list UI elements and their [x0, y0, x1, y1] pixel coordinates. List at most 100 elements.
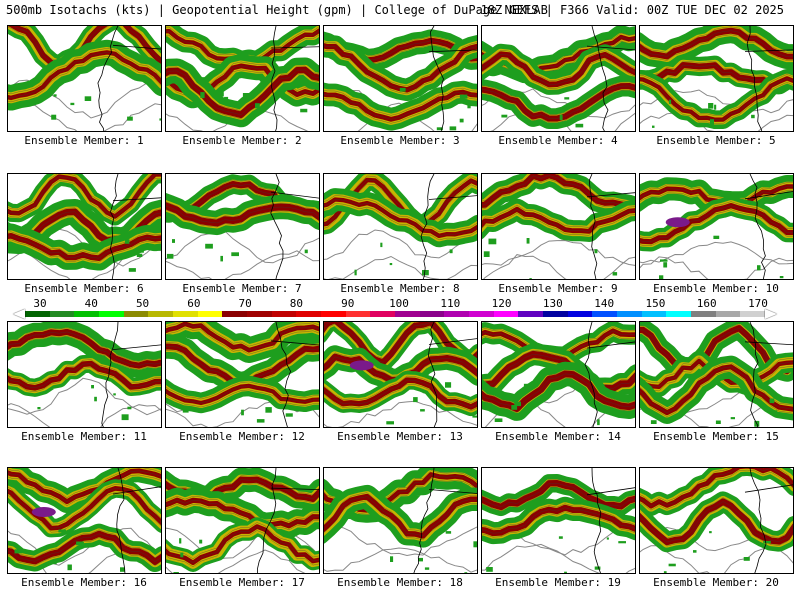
- isotach-speck: [182, 409, 189, 413]
- streamline: [324, 199, 477, 237]
- streamline: [640, 201, 793, 238]
- streamline: [482, 57, 635, 89]
- isotach-map: [166, 174, 319, 279]
- coastline: [270, 174, 284, 279]
- header-title: 500mb Isotachs (kts) | Geopotential Heig…: [6, 3, 548, 17]
- isotach-speck: [757, 265, 761, 271]
- coastline: [749, 322, 759, 427]
- ensemble-panel: [323, 321, 478, 428]
- isotach-map: [8, 468, 161, 573]
- colorbar-swatch: [518, 311, 544, 317]
- streamline: [324, 203, 477, 241]
- colorbar-tick-label: 50: [135, 297, 150, 310]
- isotach-speck: [389, 263, 393, 266]
- streamline: [482, 511, 635, 538]
- streamline: [324, 41, 477, 87]
- colorbar-tick-label: 100: [389, 297, 409, 310]
- streamline: [324, 383, 477, 412]
- height-contour: [166, 230, 319, 264]
- streamline: [166, 499, 319, 527]
- colorbar-swatch: [345, 311, 371, 317]
- country-border: [270, 340, 319, 346]
- panel-label: Ensemble Member: 18: [337, 576, 463, 589]
- streamline: [166, 322, 319, 347]
- country-border: [112, 197, 161, 202]
- colorbar-tick-label: 170: [748, 297, 768, 310]
- height-contour: [324, 229, 477, 260]
- panel-label: Ensemble Member: 6: [24, 282, 144, 295]
- isotach-map: [482, 468, 635, 573]
- streamline: [8, 335, 161, 370]
- height-contour: [324, 400, 477, 427]
- isotach-speck: [523, 383, 529, 388]
- colorbar-swatch: [25, 311, 51, 317]
- height-contour: [482, 239, 635, 266]
- isotach-speck: [418, 557, 423, 562]
- isotach-speck: [472, 415, 477, 418]
- isotach-map: [640, 26, 793, 131]
- streamline: [640, 74, 793, 116]
- isotach-speck: [220, 255, 223, 262]
- colorbar-swatch: [296, 311, 322, 317]
- isotach-map: [482, 322, 635, 427]
- colorbar-tick-label: 30: [33, 297, 47, 310]
- height-contour: [324, 547, 477, 573]
- isotach-speck: [751, 114, 755, 119]
- isotach-speck: [713, 235, 720, 239]
- panel-label: Ensemble Member: 12: [179, 430, 305, 443]
- streamline: [8, 56, 161, 103]
- colorbar-tick-label: 140: [594, 297, 615, 310]
- country-border: [270, 487, 319, 491]
- isotach-speck: [390, 556, 394, 562]
- panel-label: Ensemble Member: 17: [179, 576, 305, 589]
- isotach-speck: [668, 99, 672, 105]
- ensemble-panel: [165, 321, 320, 428]
- coastline: [591, 468, 602, 573]
- isotach-speck: [127, 116, 133, 121]
- isotach-speck: [449, 249, 453, 254]
- isotach-speck: [422, 270, 429, 276]
- isotach-speck: [459, 94, 468, 99]
- colorbar-tick-label: 120: [491, 297, 512, 310]
- isotach-speck: [612, 272, 618, 276]
- isotach-map: [324, 26, 477, 131]
- isotach-map: [640, 174, 793, 279]
- ensemble-panel: [639, 173, 794, 280]
- isotach-speck: [660, 259, 668, 262]
- ensemble-panel: [639, 25, 794, 132]
- isotach-speck: [424, 567, 430, 570]
- colorbar-swatch: [321, 311, 347, 317]
- isotach-speck: [380, 242, 383, 248]
- streamline: [8, 178, 161, 221]
- streamline: [166, 503, 319, 531]
- panel-label: Ensemble Member: 15: [653, 430, 779, 443]
- header-run-info: 18Z GEFS | F366 Valid: 00Z TUE DEC 02 20…: [480, 3, 784, 17]
- isotach-speck: [14, 549, 22, 554]
- ensemble-panel: [7, 173, 162, 280]
- streamline: [8, 529, 161, 559]
- country-border: [586, 192, 635, 198]
- colorbar-low-arrow: [13, 309, 25, 319]
- isotach-speck: [573, 100, 579, 104]
- coastline: [101, 322, 119, 427]
- isotach-speck: [526, 238, 530, 244]
- isotach-speck: [575, 123, 584, 128]
- colorbar-swatch: [74, 311, 100, 317]
- streamline: [640, 26, 793, 53]
- country-border: [744, 191, 793, 200]
- isotach-speck: [473, 541, 477, 548]
- isotach-speck: [76, 541, 84, 546]
- isotach-speck: [304, 249, 308, 254]
- isotach-speck: [597, 419, 600, 426]
- isotach-speck: [494, 418, 503, 422]
- streamline: [324, 492, 477, 533]
- coastline: [257, 468, 277, 573]
- isotach-speck: [769, 398, 775, 404]
- isotach-speck: [386, 421, 394, 425]
- isotach-speck: [128, 268, 136, 272]
- streamline: [8, 492, 161, 533]
- streamline: [8, 367, 161, 393]
- streamline: [8, 331, 161, 366]
- colorbar-swatch: [173, 311, 199, 317]
- streamline: [482, 350, 635, 385]
